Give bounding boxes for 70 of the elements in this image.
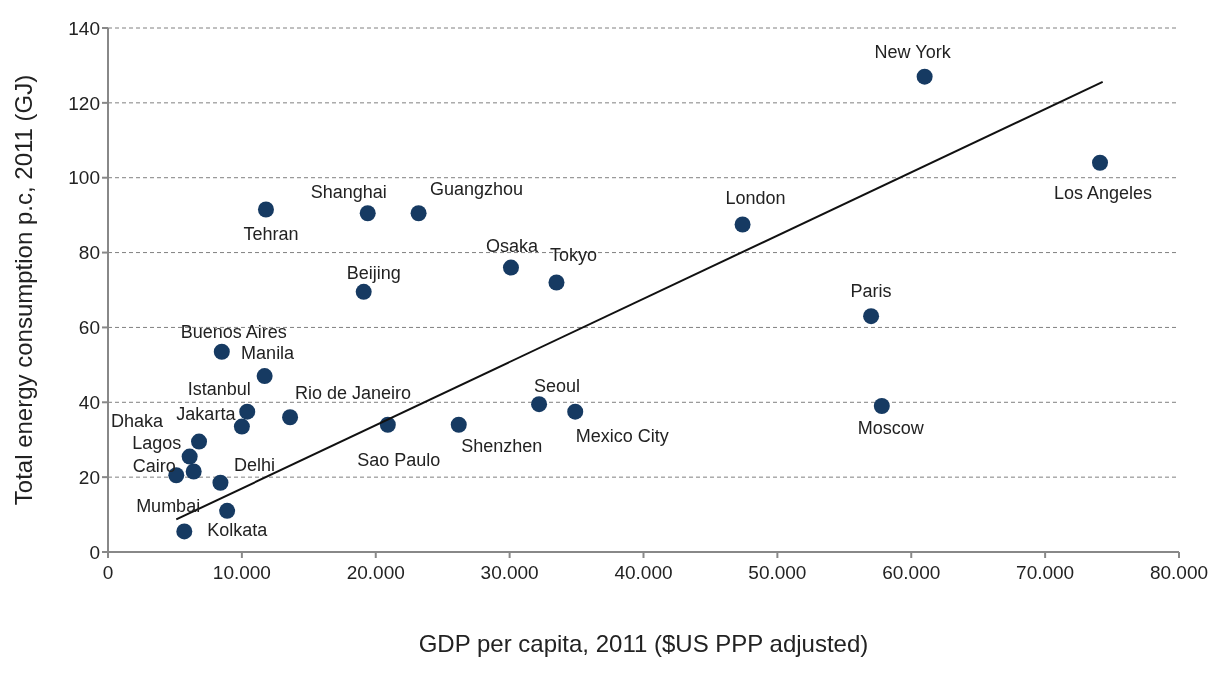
x-tick-label: 0 [102, 562, 114, 584]
annotation: Osaka [485, 235, 539, 256]
annotation: Mexico City [575, 425, 669, 446]
y-axis-title: Total energy consumption p.c, 2011 (GJ) [9, 74, 37, 506]
point [213, 343, 230, 360]
annotation: Dhaka [111, 410, 165, 431]
annotation: Moscow [857, 418, 925, 439]
y-tick-label: 40 [78, 392, 100, 414]
y-tick-label: 0 [89, 541, 100, 563]
point [502, 259, 519, 276]
x-tick-label: 60.000 [882, 562, 941, 584]
x-tick-label: 40.000 [614, 562, 673, 584]
point [1092, 154, 1109, 171]
annotation: Tokyo [549, 244, 597, 265]
point [185, 463, 202, 480]
x-axis-title: GDP per capita, 2011 ($US PPP adjusted) [418, 630, 869, 657]
point [359, 205, 376, 222]
point [239, 403, 256, 420]
point [212, 474, 229, 491]
point [355, 283, 372, 300]
annotation: Sao Paulo [357, 449, 441, 470]
annotation: New York [874, 41, 952, 62]
y-tick-label: 100 [68, 167, 100, 189]
annotation: Manila [241, 343, 296, 364]
point [233, 418, 250, 435]
point [219, 502, 236, 519]
annotation: Los Angeles [1053, 182, 1153, 203]
annotation: Cairo [132, 456, 176, 477]
point [410, 205, 427, 222]
x-tick-label: 80.000 [1149, 562, 1209, 584]
annotation: Istanbul [187, 378, 251, 399]
x-tick-label: 50.000 [748, 562, 807, 584]
annotation: Delhi [233, 454, 275, 475]
y-tick-label: 20 [78, 466, 100, 488]
point [548, 274, 565, 291]
x-tick-label: 10.000 [212, 562, 271, 584]
point [567, 403, 584, 420]
x-tick-label: 70.000 [1016, 562, 1075, 584]
annotation: Lagos [132, 432, 182, 453]
point [191, 433, 208, 450]
x-tick-label: 20.000 [346, 562, 405, 584]
point [257, 201, 274, 218]
point [916, 68, 933, 85]
y-tick-label: 80 [78, 242, 100, 264]
point [450, 416, 467, 433]
annotation: Rio de Janeiro [295, 383, 412, 404]
annotation: Tehran [243, 223, 299, 244]
annotation: Paris [850, 281, 892, 302]
point [531, 396, 548, 413]
point [181, 448, 198, 465]
annotation: Buenos Aires [180, 321, 287, 342]
point [863, 308, 880, 325]
annotation: Beijing [346, 262, 401, 283]
annotation: Jakarta [176, 403, 237, 424]
annotation: Mumbai [136, 495, 201, 516]
x-tick-label: 30.000 [480, 562, 539, 584]
annotation: Shanghai [310, 182, 387, 203]
annotation: Seoul [534, 376, 581, 397]
point [734, 216, 751, 233]
y-tick-label: 120 [68, 92, 100, 114]
y-tick-label: 60 [78, 317, 100, 339]
annotation: Guangzhou [430, 179, 524, 200]
annotation: Shenzhen [461, 435, 543, 456]
point [256, 368, 273, 385]
annotation: London [725, 187, 786, 208]
y-tick-label: 140 [68, 17, 100, 39]
point [282, 409, 299, 426]
point [176, 523, 193, 540]
annotation: Kolkata [207, 520, 269, 541]
point [873, 398, 890, 415]
